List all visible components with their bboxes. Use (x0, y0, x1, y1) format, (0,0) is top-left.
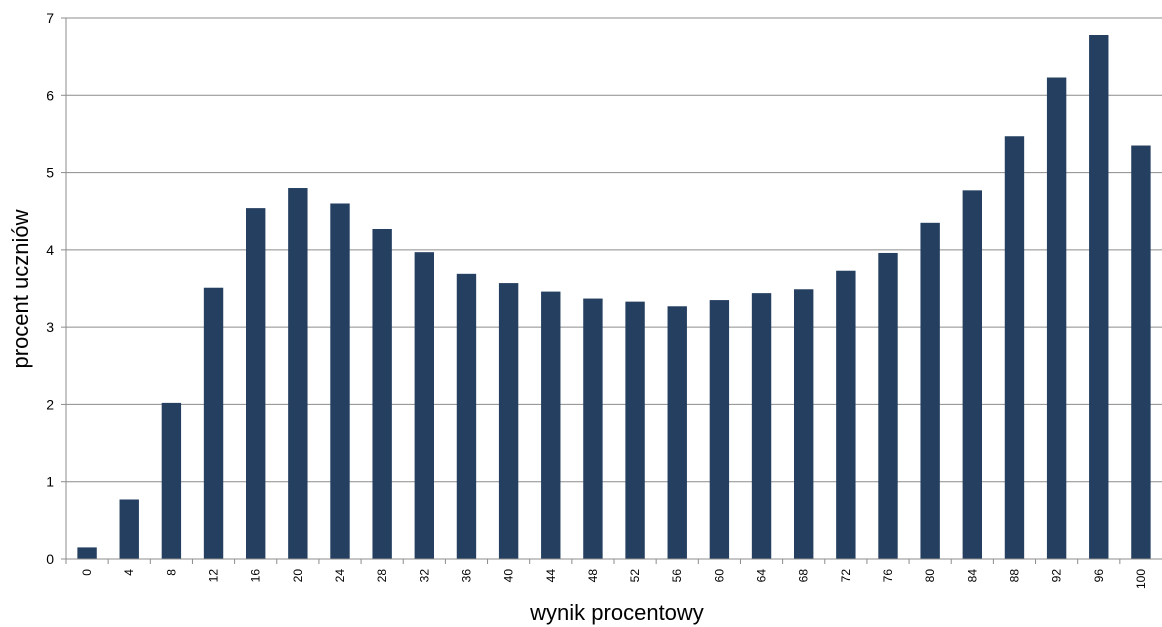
x-tick-label: 28 (375, 569, 389, 583)
bar (119, 499, 139, 559)
x-tick-label: 20 (291, 569, 305, 583)
y-tick-label: 1 (46, 474, 54, 490)
bar (962, 190, 983, 559)
x-tick-labels: 0 4 8 12 16 20 24 28 32 36 40 44 48 52 56 60 64 68 72 76 80 8… (80, 569, 1148, 589)
x-tick-label: 64 (755, 569, 769, 583)
bar (245, 208, 266, 559)
y-tick-label: 7 (46, 10, 54, 26)
x-tick-label: 68 (797, 569, 811, 583)
y-tick-label: 3 (46, 319, 54, 335)
y-tick-labels: 0 1 2 3 4 5 6 7 (46, 10, 54, 567)
bar (793, 289, 814, 559)
bar (498, 283, 519, 559)
x-tick-label: 32 (417, 569, 431, 583)
bar (456, 273, 477, 559)
bar (878, 252, 898, 559)
y-tick-label: 6 (46, 87, 54, 103)
x-tick-label: 8 (164, 569, 178, 576)
x-tick-label: 84 (965, 569, 979, 583)
bar (288, 188, 308, 559)
x-tick-label: 48 (586, 569, 600, 583)
x-tick-label: 96 (1092, 569, 1106, 583)
y-tick-label: 0 (46, 551, 54, 567)
gridlines (66, 17, 1162, 560)
x-tick-label: 16 (249, 569, 263, 583)
x-axis-title: wynik procentowy (529, 600, 704, 625)
x-tick-label: 44 (544, 569, 558, 583)
bar (77, 547, 97, 559)
x-tick-label: 56 (670, 569, 684, 583)
x-tick-label: 4 (122, 569, 136, 576)
bar (709, 300, 730, 559)
y-axis-title: procent uczniów (8, 209, 33, 368)
x-tick-label: 40 (502, 569, 516, 583)
bar (1089, 35, 1109, 559)
x-tick-label: 92 (1050, 569, 1064, 583)
bar (667, 306, 687, 559)
x-tick-label: 80 (923, 569, 937, 583)
x-tick-label: 36 (459, 569, 473, 583)
x-tick-label: 60 (712, 569, 726, 583)
x-tick-label: 24 (333, 569, 347, 583)
bar (751, 293, 772, 559)
bar (1046, 77, 1067, 559)
bar (920, 222, 940, 560)
axes (61, 17, 1162, 564)
x-tick-label: 52 (628, 569, 642, 583)
bar (625, 301, 645, 559)
y-tick-label: 5 (46, 165, 54, 181)
bar (372, 228, 392, 560)
bar (161, 402, 182, 559)
bar (836, 270, 856, 559)
bar (583, 298, 603, 559)
x-tick-label: 72 (839, 569, 853, 583)
bar (414, 252, 435, 559)
x-tick-label: 100 (1134, 569, 1148, 589)
x-tick-label: 88 (1007, 569, 1021, 583)
bar (203, 287, 224, 559)
bar (1004, 136, 1025, 560)
bars (77, 35, 1151, 560)
x-tick-label: 0 (80, 569, 94, 576)
x-tick-label: 76 (881, 569, 895, 583)
x-tick-label: 12 (207, 569, 221, 583)
y-tick-label: 4 (46, 242, 54, 258)
y-tick-label: 2 (46, 396, 54, 412)
bar (541, 291, 561, 559)
bar (1131, 145, 1151, 559)
bar (330, 203, 350, 559)
